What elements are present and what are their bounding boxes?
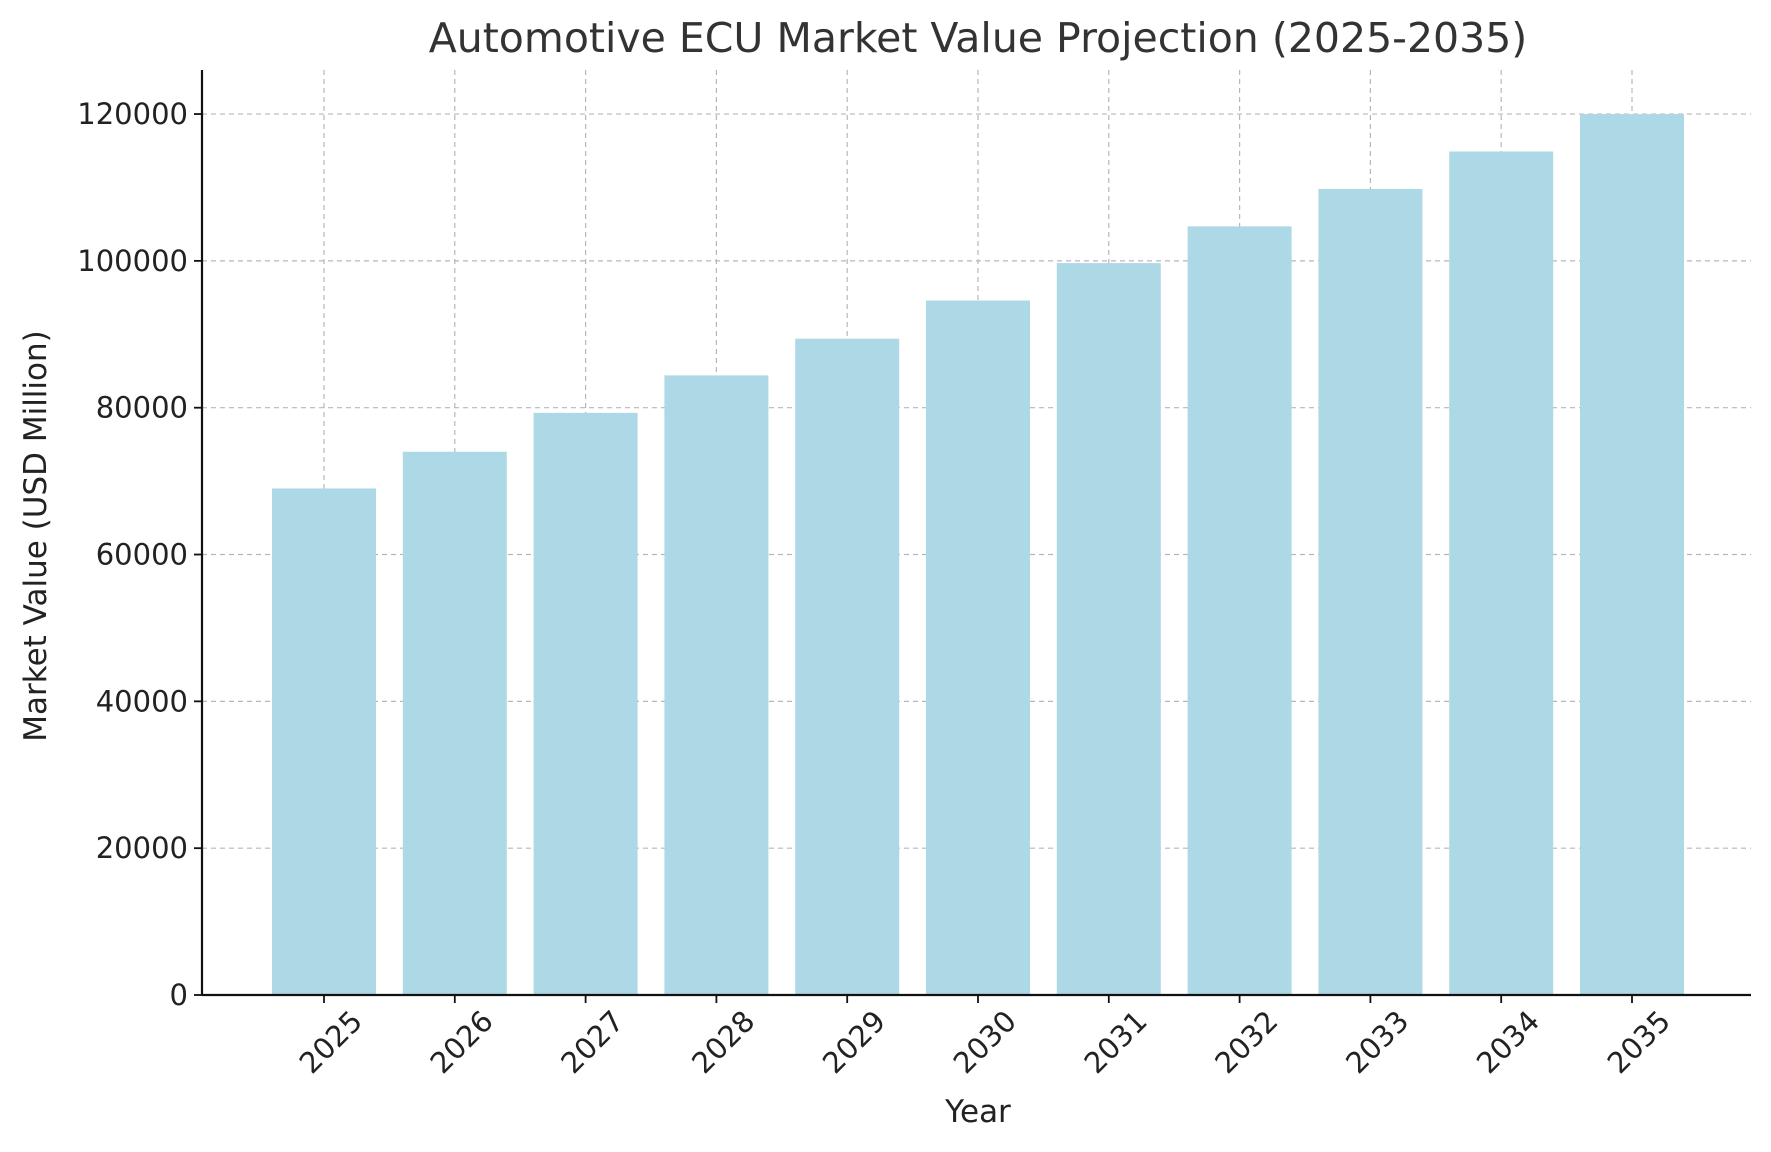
x-tick-label: 2032	[1208, 1004, 1284, 1080]
bar-2028	[664, 375, 769, 995]
y-tick-label: 60000	[96, 538, 188, 572]
bar-2026	[402, 451, 507, 995]
bar-2031	[1056, 263, 1161, 995]
x-tick-label: 2031	[1078, 1004, 1154, 1080]
x-tick-label: 2030	[947, 1004, 1023, 1080]
y-tick-label: 100000	[77, 244, 188, 278]
x-tick-label: 2034	[1470, 1004, 1546, 1080]
y-tick-label: 0	[170, 978, 188, 1012]
bar-2035	[1580, 114, 1684, 996]
x-tick-label: 2025	[293, 1004, 369, 1080]
axes-layer	[200, 70, 1751, 997]
bar-2032	[1187, 226, 1292, 996]
bar-2025	[272, 488, 376, 995]
bar-2027	[533, 412, 638, 996]
x-tick-label: 2028	[685, 1004, 761, 1080]
chart-title: Automotive ECU Market Value Projection (…	[429, 14, 1528, 62]
y-tick-label: 40000	[96, 684, 188, 718]
bars-layer	[272, 114, 1684, 996]
bar-2029	[795, 338, 900, 995]
x-tick-label: 2026	[424, 1004, 500, 1080]
bar-2030	[926, 300, 1030, 995]
y-tick-label: 80000	[96, 391, 188, 425]
x-tick-label: 2027	[554, 1004, 630, 1080]
x-tick-label: 2033	[1339, 1004, 1415, 1080]
y-axis-label: Market Value (USD Million)	[18, 330, 54, 742]
x-tick-label: 2029	[816, 1004, 892, 1080]
bar-2034	[1449, 151, 1554, 995]
x-axis-label: Year	[944, 1094, 1011, 1130]
bar-2033	[1318, 188, 1423, 995]
x-tick-label: 2035	[1601, 1004, 1677, 1080]
y-tick-label: 120000	[77, 97, 188, 131]
y-tick-label: 20000	[96, 831, 188, 865]
